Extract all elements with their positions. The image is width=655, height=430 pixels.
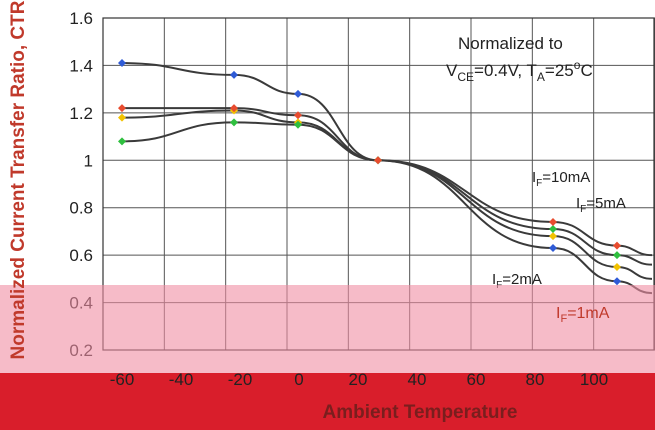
x-tick-label: 40 xyxy=(408,370,427,389)
series-label-10ma: IF=10mA xyxy=(532,169,590,189)
y-tick-label: 1 xyxy=(84,151,93,170)
series-marker-0 xyxy=(118,59,126,68)
normalization-note-line2: VCE=0.4V, TA=25oC xyxy=(446,58,593,84)
series-marker-0 xyxy=(230,70,238,79)
series-marker-2 xyxy=(230,118,238,127)
overlay-bottom-band xyxy=(0,373,655,430)
series-marker-3 xyxy=(294,111,302,120)
series-marker-1 xyxy=(549,232,557,241)
y-tick-label: 1.2 xyxy=(69,104,93,123)
x-axis-ticks: -60 -40 -20 0 20 40 60 80 100 xyxy=(110,370,608,389)
series-marker-2 xyxy=(613,251,621,260)
y-tick-label: 0.8 xyxy=(69,199,93,218)
overlay-band xyxy=(0,285,655,373)
series-marker-2 xyxy=(294,120,302,129)
x-tick-label: 80 xyxy=(526,370,545,389)
series-marker-2 xyxy=(549,225,557,234)
series-marker-0 xyxy=(549,244,557,253)
series-marker-0 xyxy=(294,89,302,98)
x-tick-label: 100 xyxy=(580,370,608,389)
series-marker-3 xyxy=(549,217,557,226)
x-tick-label: 0 xyxy=(294,370,303,389)
normalization-note-line1: Normalized to xyxy=(458,34,563,53)
series-markers xyxy=(118,59,621,286)
y-tick-label: 1.6 xyxy=(69,9,93,28)
x-tick-label: -60 xyxy=(110,370,135,389)
series-marker-1 xyxy=(613,263,621,271)
series-label-5ma: IF=5mA xyxy=(576,195,626,215)
series-marker-0 xyxy=(613,277,621,286)
series-marker-3 xyxy=(118,104,126,113)
y-axis-label-line1: Normalized Current Transfer Ratio, CTR xyxy=(8,0,29,359)
series-marker-3 xyxy=(613,241,621,250)
x-tick-label: -20 xyxy=(228,370,253,389)
y-tick-label: 1.4 xyxy=(69,56,93,75)
x-tick-label: 60 xyxy=(467,370,486,389)
x-axis-label: Ambient Temperature xyxy=(323,402,518,423)
x-tick-label: -40 xyxy=(169,370,194,389)
x-tick-label: 20 xyxy=(349,370,368,389)
series-marker-1 xyxy=(118,113,126,122)
y-tick-label: 0.6 xyxy=(69,246,93,265)
series-marker-3 xyxy=(374,156,382,165)
series-label-1ma: IF=1mA xyxy=(556,305,610,325)
series-line-2 xyxy=(121,121,653,266)
series-marker-3 xyxy=(230,104,238,113)
series-marker-2 xyxy=(118,137,126,146)
